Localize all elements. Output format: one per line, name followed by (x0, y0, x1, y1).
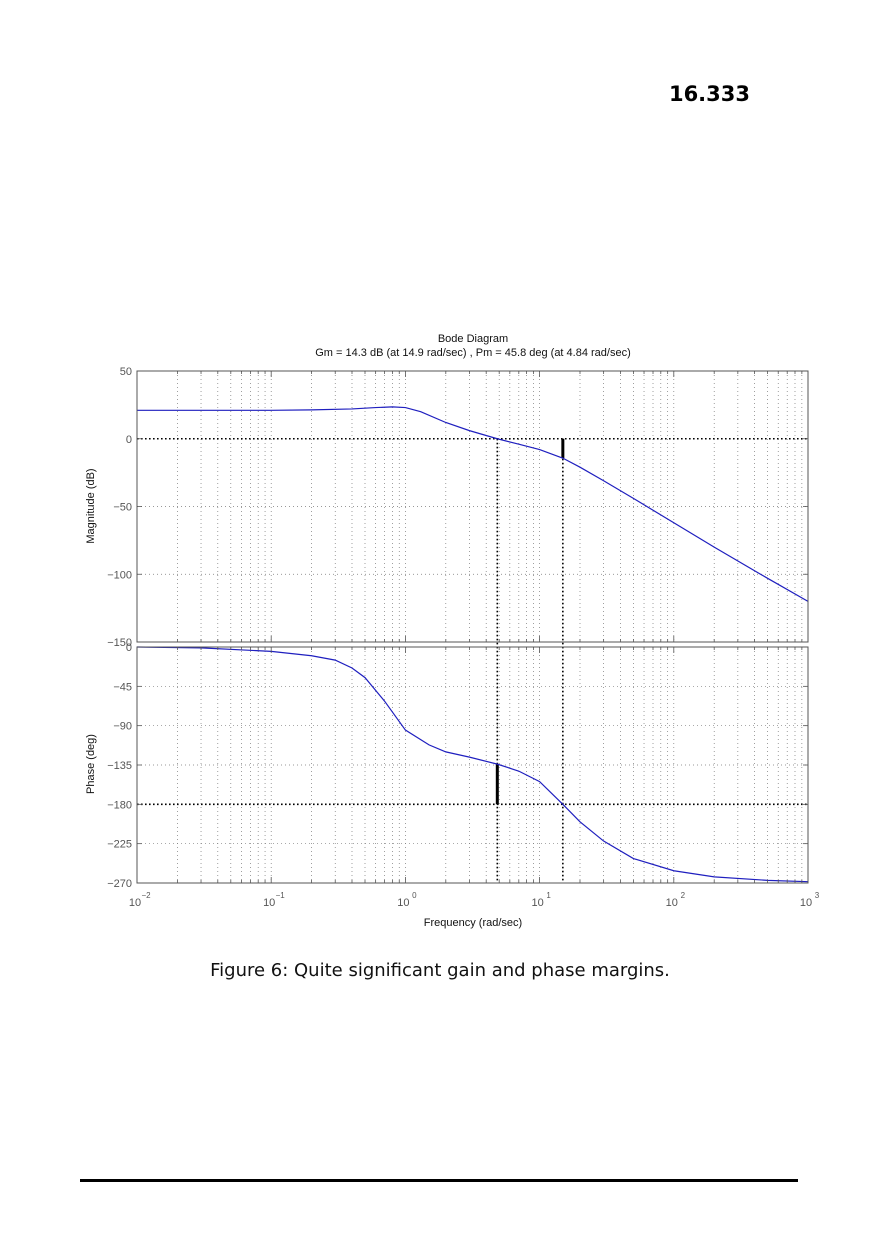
magnitude-tick-label: −50 (113, 502, 132, 514)
phase-axis-label: Phase (deg) (85, 734, 97, 794)
phase-line (136, 646, 809, 883)
figure-caption: Figure 6: Quite significant gain and pha… (210, 960, 670, 981)
x-tick-exponent: 0 (412, 891, 417, 900)
phase-grid (137, 647, 808, 883)
chart-subtitle: Gm = 14.3 dB (at 14.9 rad/sec) , Pm = 45… (315, 347, 631, 359)
magnitude-grid (137, 371, 808, 642)
axes-frames (136, 370, 809, 884)
phase-tick-label: −180 (107, 799, 132, 811)
x-tick-label: 10 (531, 897, 543, 909)
phase-tick-label: 0 (126, 642, 132, 654)
x-tick-exponent: −2 (141, 891, 151, 900)
margin-markers (137, 437, 808, 883)
magnitude-line (137, 406, 809, 602)
x-tick-label: 10 (666, 897, 678, 909)
series-lines (136, 406, 809, 883)
phase-tick-label: −270 (107, 878, 132, 890)
magnitude-tick-label: 50 (120, 366, 132, 378)
phase-tick-label: −225 (107, 839, 132, 851)
x-tick-label: 10 (800, 897, 812, 909)
x-tick-exponent: 3 (815, 891, 820, 900)
phase-tick-label: −45 (113, 681, 132, 693)
phase-tick-label: −135 (107, 760, 132, 772)
phase-tick-label: −90 (113, 721, 132, 733)
tick-labels: 500−50−100−1500−45−90−135−180−225−27010−… (107, 366, 820, 909)
x-tick-exponent: 1 (546, 891, 551, 900)
x-axis-label: Frequency (rad/sec) (424, 917, 522, 929)
chart-title: Bode Diagram (438, 333, 508, 345)
magnitude-tick-label: 0 (126, 434, 132, 446)
magnitude-axis-label: Magnitude (dB) (85, 468, 97, 543)
x-tick-exponent: 2 (681, 891, 686, 900)
x-tick-label: 10 (397, 897, 409, 909)
x-tick-exponent: −1 (276, 891, 286, 900)
footer-rule (80, 1179, 798, 1182)
x-tick-label: 10 (129, 897, 141, 909)
magnitude-tick-label: −100 (107, 569, 132, 581)
course-number: 16.333 (668, 82, 750, 106)
x-tick-label: 10 (263, 897, 275, 909)
magnitude-tick-label: −150 (107, 637, 132, 649)
